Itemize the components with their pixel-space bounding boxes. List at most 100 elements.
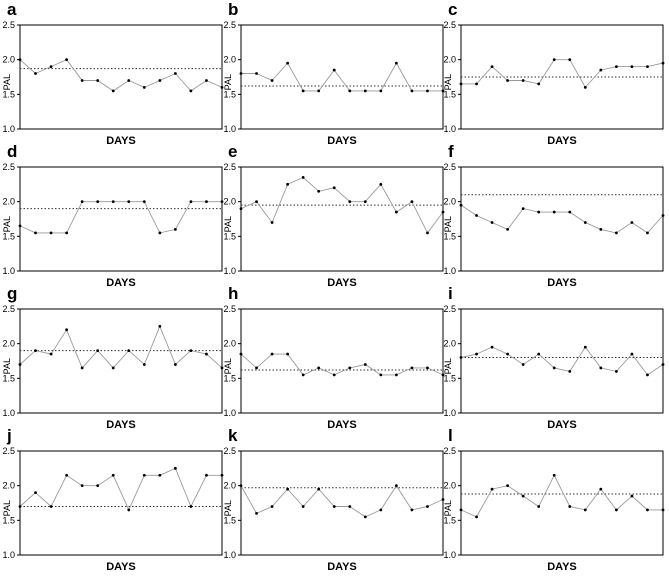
data-point: [65, 231, 69, 235]
y-axis-label: PAL: [2, 500, 12, 516]
data-point: [459, 356, 463, 359]
data-point: [49, 505, 53, 508]
data-point: [475, 352, 478, 356]
data-point: [80, 200, 84, 204]
data-point: [301, 373, 305, 377]
data-point: [363, 363, 367, 366]
panel-d: d 1.0 1.5 2.0 2.5 PAL DAYS: [2, 142, 224, 289]
data-point: [441, 373, 445, 377]
data-point: [239, 72, 243, 75]
y-axis-label: PAL: [443, 74, 453, 90]
data-point: [332, 68, 336, 72]
data-point: [34, 349, 37, 352]
y-tick-label: 1.0: [2, 408, 15, 418]
data-point: [34, 491, 37, 494]
data-point: [286, 182, 290, 186]
data-point: [205, 79, 208, 82]
data-point: [65, 473, 69, 477]
x-axis-label: DAYS: [327, 135, 357, 147]
data-point: [426, 366, 429, 370]
y-axis-label: PAL: [443, 500, 453, 516]
y-tick-label: 1.5: [2, 89, 15, 99]
y-tick-label: 2.0: [443, 339, 456, 349]
series-line: [240, 353, 444, 376]
data-point: [583, 345, 587, 349]
data-point: [379, 373, 383, 377]
y-tick-label: 1.5: [223, 515, 236, 525]
data-point: [255, 366, 258, 370]
series-line: [19, 467, 222, 511]
data-point: [142, 363, 146, 366]
series-line: [240, 484, 444, 518]
y-tick-label: 1.5: [2, 373, 15, 383]
y-tick-label: 2.0: [2, 481, 15, 491]
data-point: [379, 182, 383, 186]
data-point: [142, 473, 146, 477]
panel-i: i 1.0 1.5 2.0 2.5 PAL DAYS: [443, 284, 665, 431]
x-axis-label: DAYS: [327, 561, 357, 573]
data-point: [158, 79, 162, 82]
series-line: [241, 62, 443, 92]
data-point: [441, 89, 445, 93]
panel-letter: d: [7, 142, 17, 161]
panel-c: c 1.0 1.5 2.0 2.5 PAL DAYS: [443, 0, 665, 147]
data-point: [348, 505, 352, 508]
data-point: [459, 508, 463, 512]
plot-frame: [240, 166, 444, 272]
data-point: [475, 214, 478, 217]
data-point: [568, 210, 572, 214]
plot-frame: [19, 308, 223, 414]
y-tick-label: 2.0: [443, 55, 456, 65]
data-point: [490, 65, 494, 68]
y-tick-label: 2.0: [223, 197, 236, 207]
y-axis-label: PAL: [223, 216, 233, 232]
y-tick-label: 2.0: [2, 55, 15, 65]
data-point: [363, 200, 367, 204]
data-point: [49, 65, 53, 68]
series-line: [19, 325, 223, 369]
data-point: [317, 487, 321, 491]
panel-letter: c: [448, 0, 457, 19]
series-line: [19, 59, 223, 92]
data-point: [239, 207, 243, 211]
data-point: [189, 505, 193, 508]
panel-g: g 1.0 1.5 2.0 2.5 PAL DAYS: [2, 284, 224, 431]
data-point: [220, 200, 224, 204]
data-point: [348, 89, 352, 93]
data-point: [661, 214, 665, 217]
data-point: [426, 231, 429, 235]
panel-k: k 1.0 1.5 2.0 2.5 PAL DAYS: [223, 426, 445, 573]
series-line: [240, 176, 444, 234]
data-point: [552, 473, 556, 477]
y-axis-label: PAL: [223, 74, 233, 90]
y-tick-label: 1.0: [2, 266, 15, 276]
y-tick-label: 2.0: [2, 339, 15, 349]
data-point: [49, 231, 53, 235]
y-tick-label: 2.5: [223, 304, 236, 314]
y-axis-label: PAL: [2, 216, 12, 232]
panel-a: a 1.0 1.5 2.0 2.5 PAL DAYS: [2, 0, 224, 147]
y-tick-label: 2.5: [2, 446, 15, 456]
y-tick-label: 1.0: [443, 124, 456, 134]
data-point: [410, 200, 414, 204]
panel-l: l 1.0 1.5 2.0 2.5 PAL DAYS: [443, 426, 665, 573]
x-axis-label: DAYS: [327, 277, 357, 289]
y-tick-label: 2.5: [223, 446, 236, 456]
data-point: [239, 484, 243, 488]
y-tick-label: 1.0: [443, 550, 456, 560]
data-point: [506, 228, 510, 231]
data-point: [317, 366, 321, 370]
data-point: [630, 352, 634, 356]
y-tick-label: 1.5: [443, 515, 456, 525]
data-point: [142, 200, 146, 204]
data-point: [537, 82, 541, 86]
data-point: [614, 370, 618, 373]
data-point: [255, 200, 258, 204]
data-point: [490, 345, 494, 349]
panel-b: b 1.0 1.5 2.0 2.5 PAL DAYS: [223, 0, 445, 147]
data-point: [506, 79, 510, 82]
data-point: [410, 366, 414, 370]
data-point: [173, 228, 177, 231]
data-point: [18, 363, 22, 366]
